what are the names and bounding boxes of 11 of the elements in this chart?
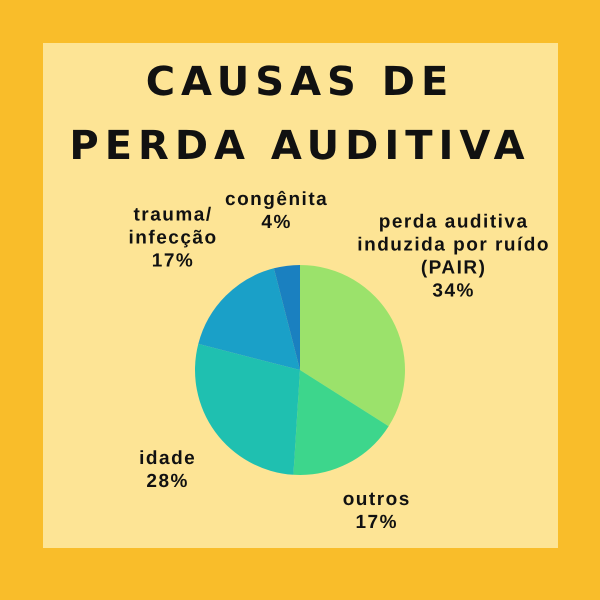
slice-label: outros — [342, 489, 411, 510]
data-label: 17% — [355, 512, 398, 534]
slice-label: idade — [139, 448, 196, 470]
data-label: 28% — [146, 471, 189, 492]
data-label: 17% — [152, 250, 194, 272]
slice-label: perda auditiva induzida por ruído (PAIR) — [357, 212, 550, 279]
chart-title: CAUSAS DE PERDA AUDITIVA — [68, 58, 532, 171]
data-label: 34% — [432, 280, 475, 302]
slice-label: trauma/ infecção — [128, 204, 218, 248]
data-label: 4% — [261, 212, 292, 233]
slice-label: congênita — [224, 188, 328, 210]
